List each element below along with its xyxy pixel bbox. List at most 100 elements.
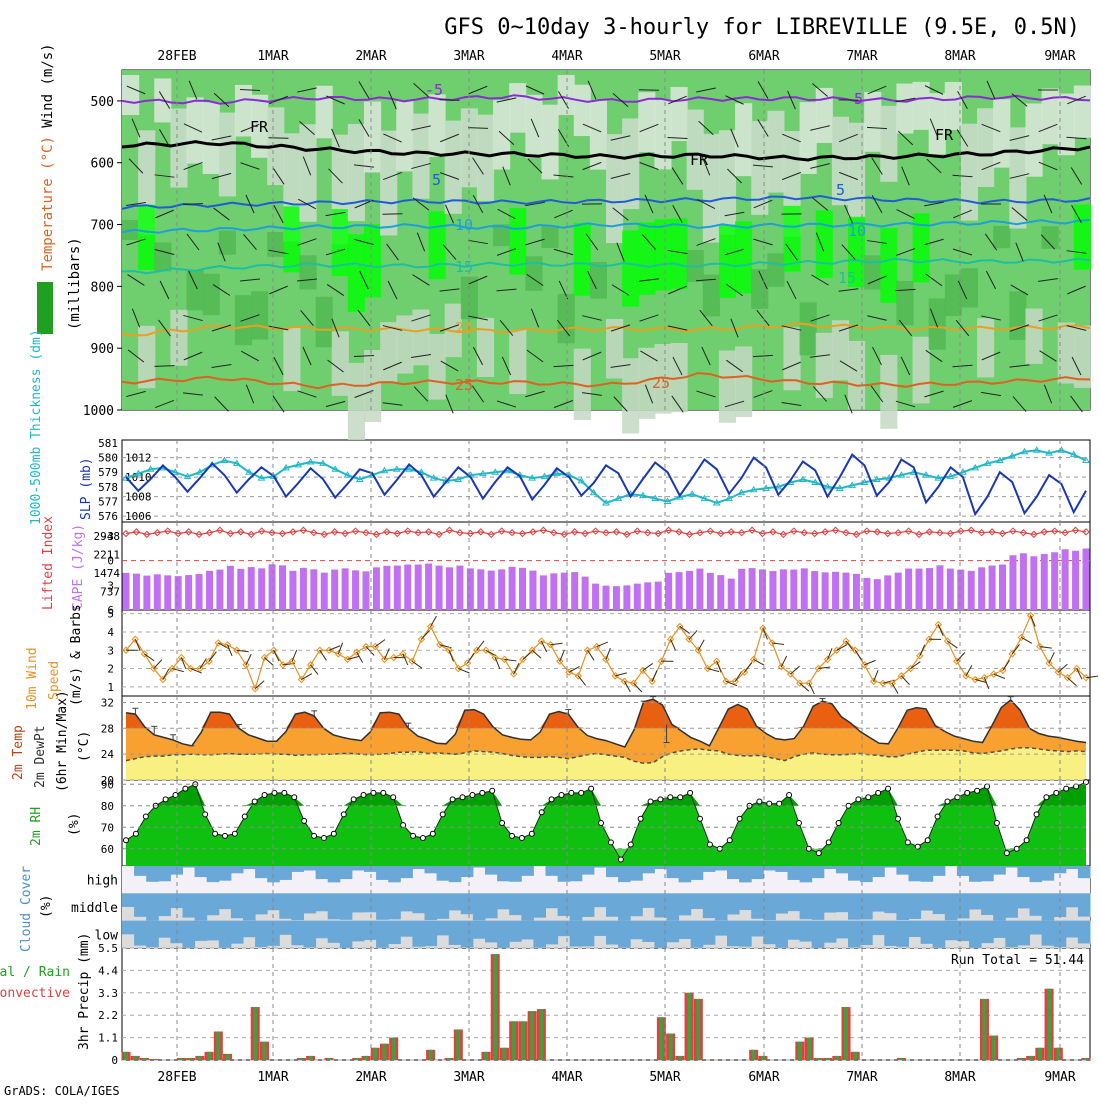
- cloud-cell: [509, 893, 522, 915]
- slp-tick-label: 1012: [125, 452, 152, 465]
- cloud-cell: [836, 866, 849, 873]
- cape-bar: [936, 565, 943, 610]
- wind-ylabel: 10m Wind: [25, 647, 40, 710]
- cape-bar: [1020, 553, 1027, 610]
- cloud-cell: [1066, 921, 1079, 938]
- cloud-cell: [993, 893, 1006, 920]
- rh-point: [480, 790, 485, 795]
- cloud-cell: [872, 921, 885, 935]
- precip-convective-bar: [327, 1058, 331, 1060]
- rh-dry-patch: [654, 100, 671, 169]
- precip-convective-bar: [835, 1056, 839, 1060]
- cloud-cell: [763, 893, 776, 920]
- cloud-cell: [328, 893, 341, 919]
- rh-tick-label: 80: [101, 800, 114, 813]
- cape-bar: [216, 570, 223, 610]
- cloud-cell: [1017, 866, 1030, 877]
- rh-point: [658, 797, 663, 802]
- temp-fill-high: [126, 699, 1086, 728]
- cloud-cell: [1017, 893, 1030, 908]
- wind-barb: [292, 650, 297, 661]
- cape-bar: [749, 568, 756, 610]
- rh-point: [440, 812, 445, 817]
- cloud-cell: [412, 893, 425, 913]
- cloud-cell: [473, 893, 486, 920]
- cloud-cell: [751, 893, 764, 918]
- cloud-cell: [957, 921, 970, 941]
- rh-point: [302, 818, 307, 823]
- cape-bar: [289, 571, 296, 610]
- rh-point: [133, 831, 138, 836]
- rh-dry-patch: [122, 75, 139, 115]
- wind-barb: [560, 650, 565, 661]
- precip-convective-bar: [752, 1050, 756, 1060]
- cape-bar: [978, 567, 985, 610]
- cloud-cell: [400, 866, 413, 878]
- rh-patch: [816, 333, 833, 398]
- rh-patch: [735, 346, 752, 417]
- cloud-cell: [146, 893, 159, 920]
- wind-barb: [698, 640, 704, 650]
- rh-dry-patch: [316, 86, 333, 139]
- cloud-cell: [630, 893, 643, 916]
- precip-convective-bar: [299, 1058, 303, 1060]
- cloud-cell: [558, 921, 571, 936]
- cloud-cell: [993, 921, 1006, 938]
- rh-point: [757, 799, 762, 804]
- cloud-cell: [618, 866, 631, 882]
- rh-point: [856, 797, 861, 802]
- rh-patch: [751, 269, 768, 309]
- precip-legend-convective: Convective: [0, 986, 70, 1001]
- isotherm-label: 25: [652, 374, 670, 392]
- cloud-cell: [243, 866, 256, 869]
- date-tick-label-bottom: 7MAR: [846, 1070, 877, 1085]
- cloud-cell: [231, 893, 244, 918]
- rh-point: [826, 840, 831, 845]
- cloud-cell: [884, 866, 897, 867]
- li-ylabel: Lifted Index: [41, 516, 56, 610]
- cape-tick-label: 2211: [94, 549, 121, 562]
- precip-convective-bar: [982, 999, 986, 1060]
- cape-bar: [488, 571, 495, 610]
- date-tick-label-top: 1MAR: [257, 49, 288, 64]
- cloud-cell: [533, 921, 546, 948]
- cape-bar: [509, 567, 516, 610]
- cape-bar: [905, 569, 912, 610]
- cape-bar: [707, 573, 714, 610]
- rh-dry-patch: [1074, 85, 1091, 137]
- cloud-cell: [195, 866, 208, 877]
- thickness-tick-label: 581: [98, 437, 118, 450]
- wind-barb: [329, 646, 340, 650]
- rh-point: [282, 790, 287, 795]
- cape-tick-label: 1474: [94, 567, 121, 580]
- rh-point: [925, 838, 930, 843]
- cloud-cell: [812, 921, 825, 948]
- precip-convective-bar: [816, 1058, 820, 1060]
- thickness-tick-label: 577: [98, 496, 118, 509]
- wind-barb: [532, 650, 541, 658]
- rh-dry-patch: [187, 97, 204, 163]
- rh-point: [292, 795, 297, 800]
- temp-ylabel-1: 2m Temp: [11, 725, 26, 780]
- cape-bar: [822, 572, 829, 610]
- isotherm-label: 10: [455, 216, 473, 234]
- rh-legend-box: [37, 282, 53, 334]
- cloud-cell: [207, 921, 220, 941]
- cloud-cell: [243, 921, 256, 938]
- cape-bar: [895, 573, 902, 610]
- wind-barb: [643, 663, 653, 670]
- rh-point: [717, 846, 722, 851]
- date-tick-label-bottom: 8MAR: [944, 1070, 975, 1085]
- rh-point: [203, 812, 208, 817]
- cape-bar: [623, 585, 630, 610]
- cloud-cell: [400, 921, 413, 937]
- rh-point: [371, 790, 376, 795]
- precip-convective-bar: [761, 1056, 765, 1060]
- cape-bar: [529, 571, 536, 610]
- rh-point: [262, 793, 267, 798]
- cape-bar: [634, 584, 641, 610]
- upper-wind-barb: [155, 366, 175, 367]
- temp-ylabel-2: 2m DewPt: [33, 725, 48, 788]
- temp-ylabel-4: (°C): [77, 731, 92, 762]
- rh-patch: [203, 274, 220, 315]
